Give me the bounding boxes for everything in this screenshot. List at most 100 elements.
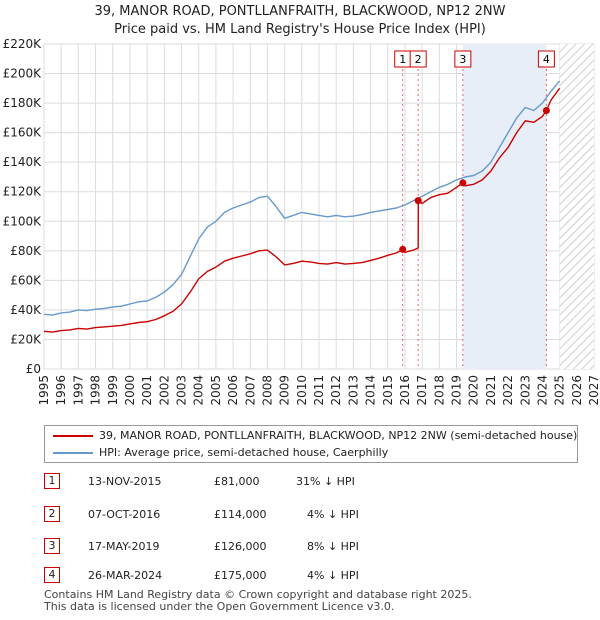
sale-marker-box: [409, 50, 427, 68]
sale-marker-box: [537, 50, 555, 68]
sale-date: 17-MAY-2019: [88, 540, 160, 553]
x-tick-label: 1995: [37, 375, 51, 406]
highlight-bands: [462, 44, 594, 369]
sale-marker: 4: [537, 50, 555, 68]
y-tick-label: £40K: [10, 303, 42, 317]
x-tick-label: 2016: [398, 375, 412, 406]
x-tick-label: 2026: [570, 375, 584, 406]
y-tick-label: £20K: [10, 332, 42, 346]
x-tick-label: 2025: [553, 375, 567, 406]
sale-point: [414, 197, 422, 205]
x-tick-label: 1997: [71, 375, 85, 406]
x-tick-label: 2011: [312, 375, 326, 406]
legend: 39, MANOR ROAD, PONTLLANFRAITH, BLACKWOO…: [44, 425, 578, 463]
x-tick-label: 1996: [54, 375, 68, 406]
sale-number-badge: 4: [44, 567, 60, 583]
footer-copyright: Contains HM Land Registry data © Crown c…: [44, 588, 472, 601]
sale-hpi-diff: 4% ↓ HPI: [307, 508, 359, 521]
x-tick-label: 2004: [192, 375, 206, 406]
sale-marker-label: 3: [459, 53, 466, 66]
y-tick-label: £0: [26, 362, 41, 376]
table-row: 1 13-NOV-2015 £81,000 31% ↓ HPI: [44, 472, 444, 492]
sale-date: 26-MAR-2024: [88, 569, 163, 582]
legend-label-property: 39, MANOR ROAD, PONTLLANFRAITH, BLACKWOO…: [99, 429, 578, 442]
x-tick-label: 2009: [278, 375, 292, 406]
x-tick-label: 2018: [432, 375, 446, 406]
sale-date: 07-OCT-2016: [88, 508, 161, 521]
sale-hpi-diff: 8% ↓ HPI: [307, 540, 359, 553]
table-row: 3 17-MAY-2019 £126,000 8% ↓ HPI: [44, 537, 444, 557]
x-tick-label: 2024: [535, 375, 549, 406]
x-tick-label: 2020: [467, 375, 481, 406]
x-tick-label: 2013: [346, 375, 360, 406]
sale-price: £175,000: [214, 569, 267, 582]
sale-point: [542, 106, 550, 114]
table-row: 2 07-OCT-2016 £114,000 4% ↓ HPI: [44, 505, 444, 525]
legend-label-hpi: HPI: Average price, semi-detached house,…: [99, 446, 389, 459]
chart-subtitle: Price paid vs. HM Land Registry's House …: [114, 22, 486, 37]
x-tick-label: 2000: [123, 375, 137, 406]
x-tick-label: 2014: [364, 375, 378, 406]
y-tick-label: £180K: [3, 96, 43, 110]
x-tick-label: 2023: [518, 375, 532, 406]
x-tick-label: 2008: [260, 375, 274, 406]
sale-number-badge: 1: [44, 473, 60, 489]
x-tick-label: 2002: [157, 375, 171, 406]
x-tick-label: 2012: [329, 375, 343, 406]
sale-price: £81,000: [214, 475, 260, 488]
sale-hpi-diff: 31% ↓ HPI: [296, 475, 355, 488]
footer-licence: This data is licensed under the Open Gov…: [44, 600, 395, 613]
legend-swatch-hpi: [53, 452, 93, 454]
sale-points: [399, 106, 550, 253]
footer: Contains HM Land Registry data © Crown c…: [44, 589, 472, 613]
sale-marker: 2: [409, 50, 427, 68]
y-tick-label: £60K: [10, 273, 42, 287]
y-tick-label: £160K: [3, 126, 43, 140]
sale-point: [459, 179, 467, 187]
sale-marker-label: 4: [543, 53, 550, 66]
sale-point: [399, 245, 407, 253]
chart-title: 39, MANOR ROAD, PONTLLANFRAITH, BLACKWOO…: [94, 4, 505, 19]
sale-number-badge: 2: [44, 506, 60, 522]
x-tick-label: 2005: [209, 375, 223, 406]
x-tick-label: 2017: [415, 375, 429, 406]
table-row: 4 26-MAR-2024 £175,000 4% ↓ HPI: [44, 566, 444, 586]
x-tick-label: 2021: [484, 375, 498, 406]
y-tick-label: £80K: [10, 244, 42, 258]
y-tick-label: £220K: [3, 37, 43, 51]
sale-date: 13-NOV-2015: [88, 475, 162, 488]
x-tick-label: 1999: [106, 375, 120, 406]
y-tick-label: £120K: [3, 185, 43, 199]
future-hatch: [559, 44, 594, 369]
y-tick-label: £140K: [3, 155, 43, 169]
sale-marker: 3: [454, 50, 472, 68]
legend-swatch-property: [53, 435, 93, 437]
y-tick-label: £200K: [3, 67, 43, 81]
x-tick-label: 2010: [295, 375, 309, 406]
series-lines: [43, 80, 561, 333]
x-tick-label: 2003: [175, 375, 189, 406]
sale-marker: 1: [394, 50, 412, 68]
sale-price: £114,000: [214, 508, 267, 521]
sale-marker-label: 1: [399, 53, 406, 66]
sale-marker-label: 2: [415, 53, 422, 66]
sale-marker-box: [454, 50, 472, 68]
y-axis-ticks: £0 £20K £40K £60K £80K £100K £120K £140K £160K £1…: [3, 37, 43, 376]
sale-number-badge: 3: [44, 538, 60, 554]
x-tick-label: 2027: [587, 375, 600, 406]
hpi-line: [43, 80, 561, 316]
x-tick-label: 2022: [501, 375, 515, 406]
y-tick-label: £100K: [3, 214, 43, 228]
sale-price: £126,000: [214, 540, 267, 553]
property-price-line: [43, 87, 561, 333]
price-chart: 39, MANOR ROAD, PONTLLANFRAITH, BLACKWOO…: [3, 4, 600, 406]
x-tick-label: 2001: [140, 375, 154, 406]
sale-vlines: [402, 64, 547, 369]
x-tick-label: 1998: [89, 375, 103, 406]
x-tick-label: 2006: [226, 375, 240, 406]
highlight-band: [462, 44, 547, 369]
x-tick-label: 2007: [243, 375, 257, 406]
x-tick-label: 2015: [381, 375, 395, 406]
x-axis-ticks: 1995 1996 1997 1998 1999 2000 2001 2002 2003 2004…: [37, 375, 600, 406]
